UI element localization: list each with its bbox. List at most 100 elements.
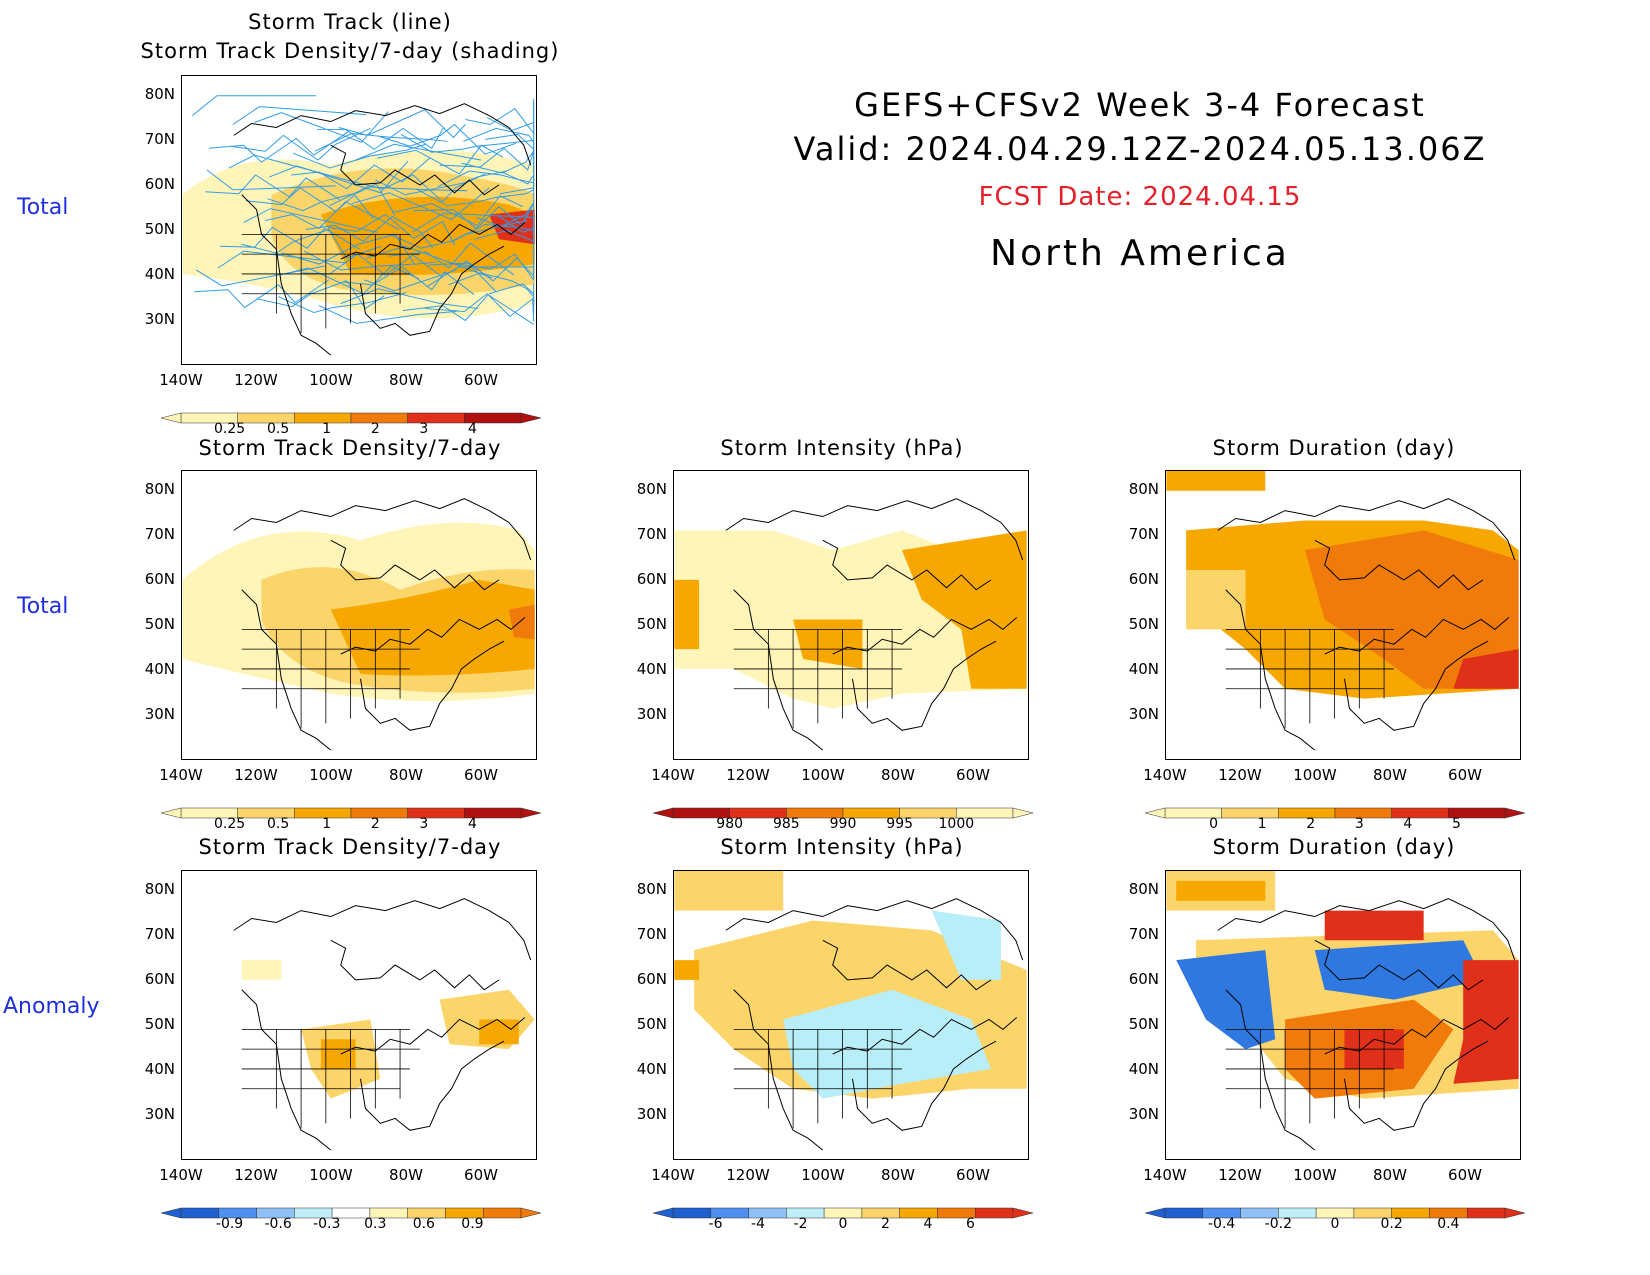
lon-tick-label: 120W: [1218, 1166, 1262, 1184]
colorbar-label: 0.25: [213, 421, 246, 437]
header-title-1: GEFS+CFSv2 Week 3-4 Forecast: [854, 86, 1426, 124]
header-title-2: Valid: 2024.04.29.12Z-2024.05.13.06Z: [793, 130, 1487, 168]
colorbar-label: 0.6: [412, 1216, 435, 1232]
lon-tick-label: 120W: [726, 766, 770, 784]
lon-tick-label: 60W: [464, 766, 498, 784]
lon-tick-label: 80W: [389, 766, 423, 784]
colorbar-label: 1: [322, 421, 332, 437]
colorbar: -0.9 -0.6 -0.3 0.3 0.6 0.9: [160, 1204, 542, 1232]
lon-tick-label: 140W: [651, 766, 695, 784]
lat-tick-label: 60N: [144, 970, 175, 988]
colorbar-label: -2: [793, 1216, 808, 1232]
lon-tick-label: 60W: [956, 766, 990, 784]
lat-tick-label: 50N: [1128, 615, 1159, 633]
lat-tick-label: 80N: [1128, 880, 1159, 898]
shading-region: [1176, 950, 1276, 1050]
lat-tick-label: 70N: [144, 130, 175, 148]
shading-region: [1186, 569, 1246, 630]
colorbar-label: -4: [751, 1216, 765, 1232]
colorbar-label: 3: [419, 421, 429, 437]
lat-tick-label: 60N: [144, 175, 175, 193]
lon-tick-label: 80W: [881, 1166, 915, 1184]
lon-tick-label: 100W: [309, 1166, 353, 1184]
lon-tick-label: 80W: [389, 1166, 423, 1184]
colorbar: 980 985 990 995 1000: [652, 804, 1034, 832]
lon-tick-label: 140W: [1143, 766, 1187, 784]
colorbar-label: 1000: [938, 816, 975, 832]
lon-tick-label: 140W: [159, 766, 203, 784]
fcst-date: FCST Date: 2024.04.15: [978, 182, 1302, 212]
row-label-total-2: Total: [17, 594, 69, 619]
lon-tick-label: 60W: [1448, 766, 1482, 784]
lon-tick-label: 80W: [389, 371, 423, 389]
lat-tick-label: 50N: [144, 1015, 175, 1033]
lat-tick-label: 80N: [144, 480, 175, 498]
lon-tick-label: 60W: [1448, 1166, 1482, 1184]
shading-region: [1166, 471, 1266, 491]
colorbar-label: 4: [467, 816, 477, 832]
lat-tick-label: 50N: [144, 615, 175, 633]
colorbar-label: 0.5: [267, 421, 290, 437]
shading-region: [1324, 910, 1424, 941]
lat-tick-label: 40N: [1128, 1060, 1159, 1078]
lon-tick-label: 60W: [464, 371, 498, 389]
lat-tick-label: 30N: [1128, 705, 1159, 723]
lon-tick-label: 140W: [651, 1166, 695, 1184]
colorbar-label: 2: [370, 816, 380, 832]
panel-title-intensity-total: Storm Intensity (hPa): [720, 436, 964, 460]
colorbar-label: 4: [467, 421, 477, 437]
panel-title-density-total: Storm Track Density/7-day: [198, 436, 502, 460]
panel-title-track-line: Storm Track (line): [248, 10, 452, 34]
lat-tick-label: 30N: [144, 310, 175, 328]
shading-region: [479, 1019, 519, 1045]
region-label: North America: [990, 233, 1290, 274]
colorbar-swatch: [1164, 1207, 1204, 1219]
lon-tick-label: 60W: [464, 1166, 498, 1184]
shading-region: [320, 1039, 356, 1069]
row-label-anomaly: Anomaly: [3, 994, 100, 1019]
map-canvas: [182, 95, 535, 356]
shading-region: [1453, 649, 1519, 689]
colorbar-label: 3: [1354, 816, 1364, 832]
shading-region: [793, 619, 863, 669]
colorbar-label: 0.3: [364, 1216, 387, 1232]
colorbar: -6 -4 -2 0 2 4 6: [652, 1204, 1034, 1232]
lon-tick-label: 120W: [1218, 766, 1262, 784]
colorbar: -0.4 -0.2 0 0.2 0.4: [1144, 1204, 1526, 1232]
map-intensity-total: [673, 470, 1029, 760]
colorbar-label: -0.9: [215, 1216, 244, 1232]
lat-tick-label: 60N: [636, 570, 667, 588]
shading-region: [508, 604, 535, 640]
colorbar-label: 0: [838, 1216, 848, 1232]
colorbar-label: 0: [1330, 1216, 1340, 1232]
lat-tick-label: 80N: [1128, 480, 1159, 498]
panel-title-duration-anomaly: Storm Duration (day): [1212, 835, 1456, 859]
lat-tick-label: 50N: [144, 220, 175, 238]
lon-tick-label: 140W: [159, 1166, 203, 1184]
colorbar-label: -0.6: [264, 1216, 292, 1232]
colorbar-label: 0.25: [213, 816, 246, 832]
lat-tick-label: 80N: [636, 480, 667, 498]
shading-region: [1314, 940, 1484, 1000]
lat-tick-label: 80N: [144, 880, 175, 898]
shading-region: [1304, 530, 1519, 689]
map-canvas: [674, 498, 1027, 751]
lat-tick-label: 80N: [144, 85, 175, 103]
lon-tick-label: 120W: [726, 1166, 770, 1184]
shading-region: [674, 871, 784, 911]
storm-track-lines: [191, 95, 535, 325]
colorbar-label: 980: [716, 816, 744, 832]
lat-tick-label: 30N: [144, 705, 175, 723]
lat-tick-label: 70N: [144, 525, 175, 543]
colorbar-label: -0.2: [1264, 1216, 1292, 1232]
colorbar-label: 2: [881, 1216, 890, 1232]
colorbar-label: 1: [1257, 816, 1267, 832]
lon-tick-label: 140W: [1143, 1166, 1187, 1184]
lon-tick-label: 60W: [956, 1166, 990, 1184]
colorbar-label: -0.3: [313, 1216, 341, 1232]
shading-region: [1176, 880, 1266, 901]
colorbar-label: 0: [1209, 816, 1219, 832]
map-storm-track: [181, 75, 537, 365]
map-density-anomaly: [181, 870, 537, 1160]
panel-title-density-anomaly: Storm Track Density/7-day: [198, 835, 502, 859]
